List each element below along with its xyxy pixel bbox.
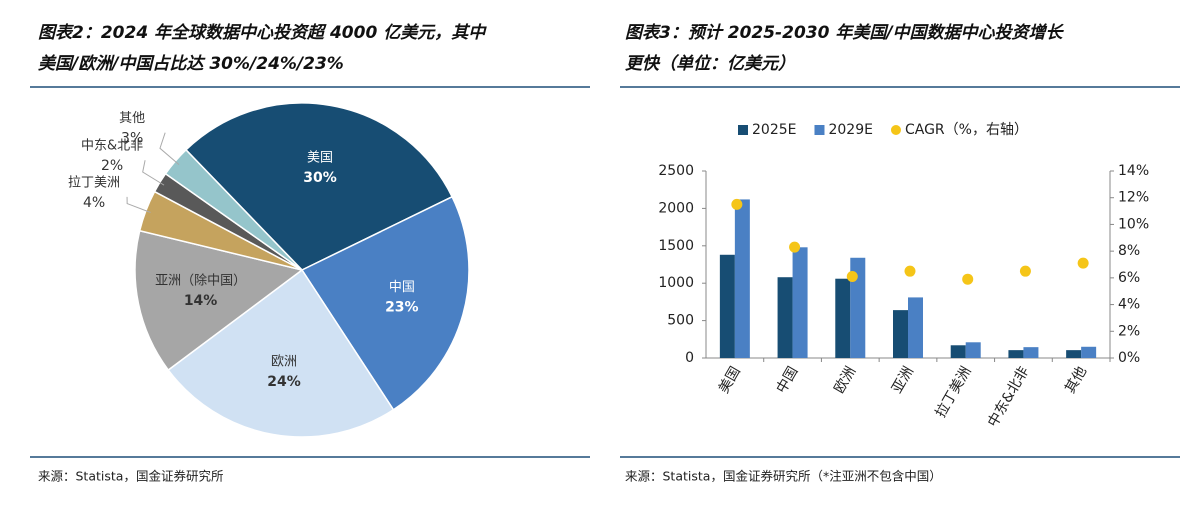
y-tick-label: 0 <box>685 350 694 366</box>
bar <box>850 257 866 358</box>
slice-value: 2% <box>101 158 123 174</box>
y2-tick-label: 0% <box>1118 350 1140 366</box>
y-tick-label: 2000 <box>658 200 694 216</box>
chart-title: 美国/欧洲/中国占比达 30%/24%/23% <box>38 54 344 74</box>
slice-value: 3% <box>121 131 143 147</box>
y-tick-label: 500 <box>667 313 694 329</box>
slice-value: 14% <box>184 293 218 309</box>
slice-value: 30% <box>303 170 337 186</box>
legend-label: 2029E <box>828 122 872 138</box>
slice-label: 拉丁美洲 <box>68 175 120 190</box>
bar <box>965 342 981 358</box>
chart-title: 图表3：预计 2025-2030 年美国/中国数据中心投资增长 <box>625 23 1065 43</box>
bar <box>719 254 735 358</box>
y2-tick-label: 6% <box>1118 270 1140 286</box>
y-tick-label: 2500 <box>658 163 694 179</box>
bar <box>1066 350 1082 358</box>
slice-label: 中东&北非 <box>81 139 143 154</box>
bar <box>835 278 851 358</box>
cagr-point <box>846 271 858 283</box>
legend-marker <box>738 125 748 135</box>
slice-label: 美国 <box>307 151 333 166</box>
bar <box>893 310 908 358</box>
chart-title: 图表2：2024 年全球数据中心投资超 4000 亿美元，其中 <box>38 23 487 43</box>
slice-label: 中国 <box>389 280 415 295</box>
pie-slice <box>184 102 454 271</box>
y2-tick-label: 10% <box>1118 216 1149 232</box>
leader-line <box>159 132 180 165</box>
slice-label: 欧洲 <box>271 354 297 369</box>
x-tick-label: 中东&北非 <box>985 364 1032 430</box>
x-tick-label: 欧洲 <box>831 364 859 396</box>
y2-tick-label: 12% <box>1118 190 1149 206</box>
y-tick-label: 1500 <box>658 238 694 254</box>
x-tick-label: 拉丁美洲 <box>933 364 975 420</box>
bar <box>1008 350 1024 358</box>
bar <box>792 247 808 358</box>
slice-label: 其他 <box>119 111 145 126</box>
x-tick-label: 美国 <box>716 364 744 396</box>
legend-marker <box>814 125 825 135</box>
pie-slice <box>300 195 470 411</box>
slice-value: 24% <box>267 374 301 390</box>
x-tick-label: 中国 <box>774 364 802 396</box>
y2-tick-label: 14% <box>1118 163 1149 179</box>
x-tick-label: 亚洲 <box>889 364 917 396</box>
cagr-point <box>731 198 743 210</box>
cagr-point <box>1077 257 1089 269</box>
bar <box>908 297 923 358</box>
bar <box>777 277 793 358</box>
cagr-point <box>962 273 974 285</box>
legend-label: CAGR（%，右轴） <box>905 122 1028 138</box>
legend-label: 2025E <box>752 122 796 138</box>
y2-tick-label: 2% <box>1118 323 1140 339</box>
slice-value: 4% <box>83 195 105 211</box>
leader-line <box>126 196 151 213</box>
pie-slice <box>134 229 304 372</box>
bar <box>1081 346 1097 358</box>
y2-tick-label: 8% <box>1118 243 1140 259</box>
leader-line <box>142 160 165 186</box>
slice-label: 亚洲（除中国） <box>155 273 246 288</box>
source: 来源：Statista，国金证券研究所 <box>38 469 223 484</box>
bar <box>734 199 750 358</box>
y-tick-label: 1000 <box>658 275 694 291</box>
source: 来源：Statista，国金证券研究所（*注亚洲不包含中国） <box>625 469 942 484</box>
y2-tick-label: 4% <box>1118 297 1140 313</box>
cagr-point <box>789 241 801 253</box>
pie-slice <box>167 268 395 438</box>
bar <box>950 345 966 358</box>
chart-title: 更快（单位：亿美元） <box>625 54 795 74</box>
slice-value: 23% <box>385 299 419 315</box>
legend-marker <box>890 125 901 135</box>
cagr-point <box>1019 265 1031 277</box>
x-tick-label: 其他 <box>1062 364 1090 396</box>
bar <box>1023 347 1039 358</box>
cagr-point <box>904 265 916 277</box>
